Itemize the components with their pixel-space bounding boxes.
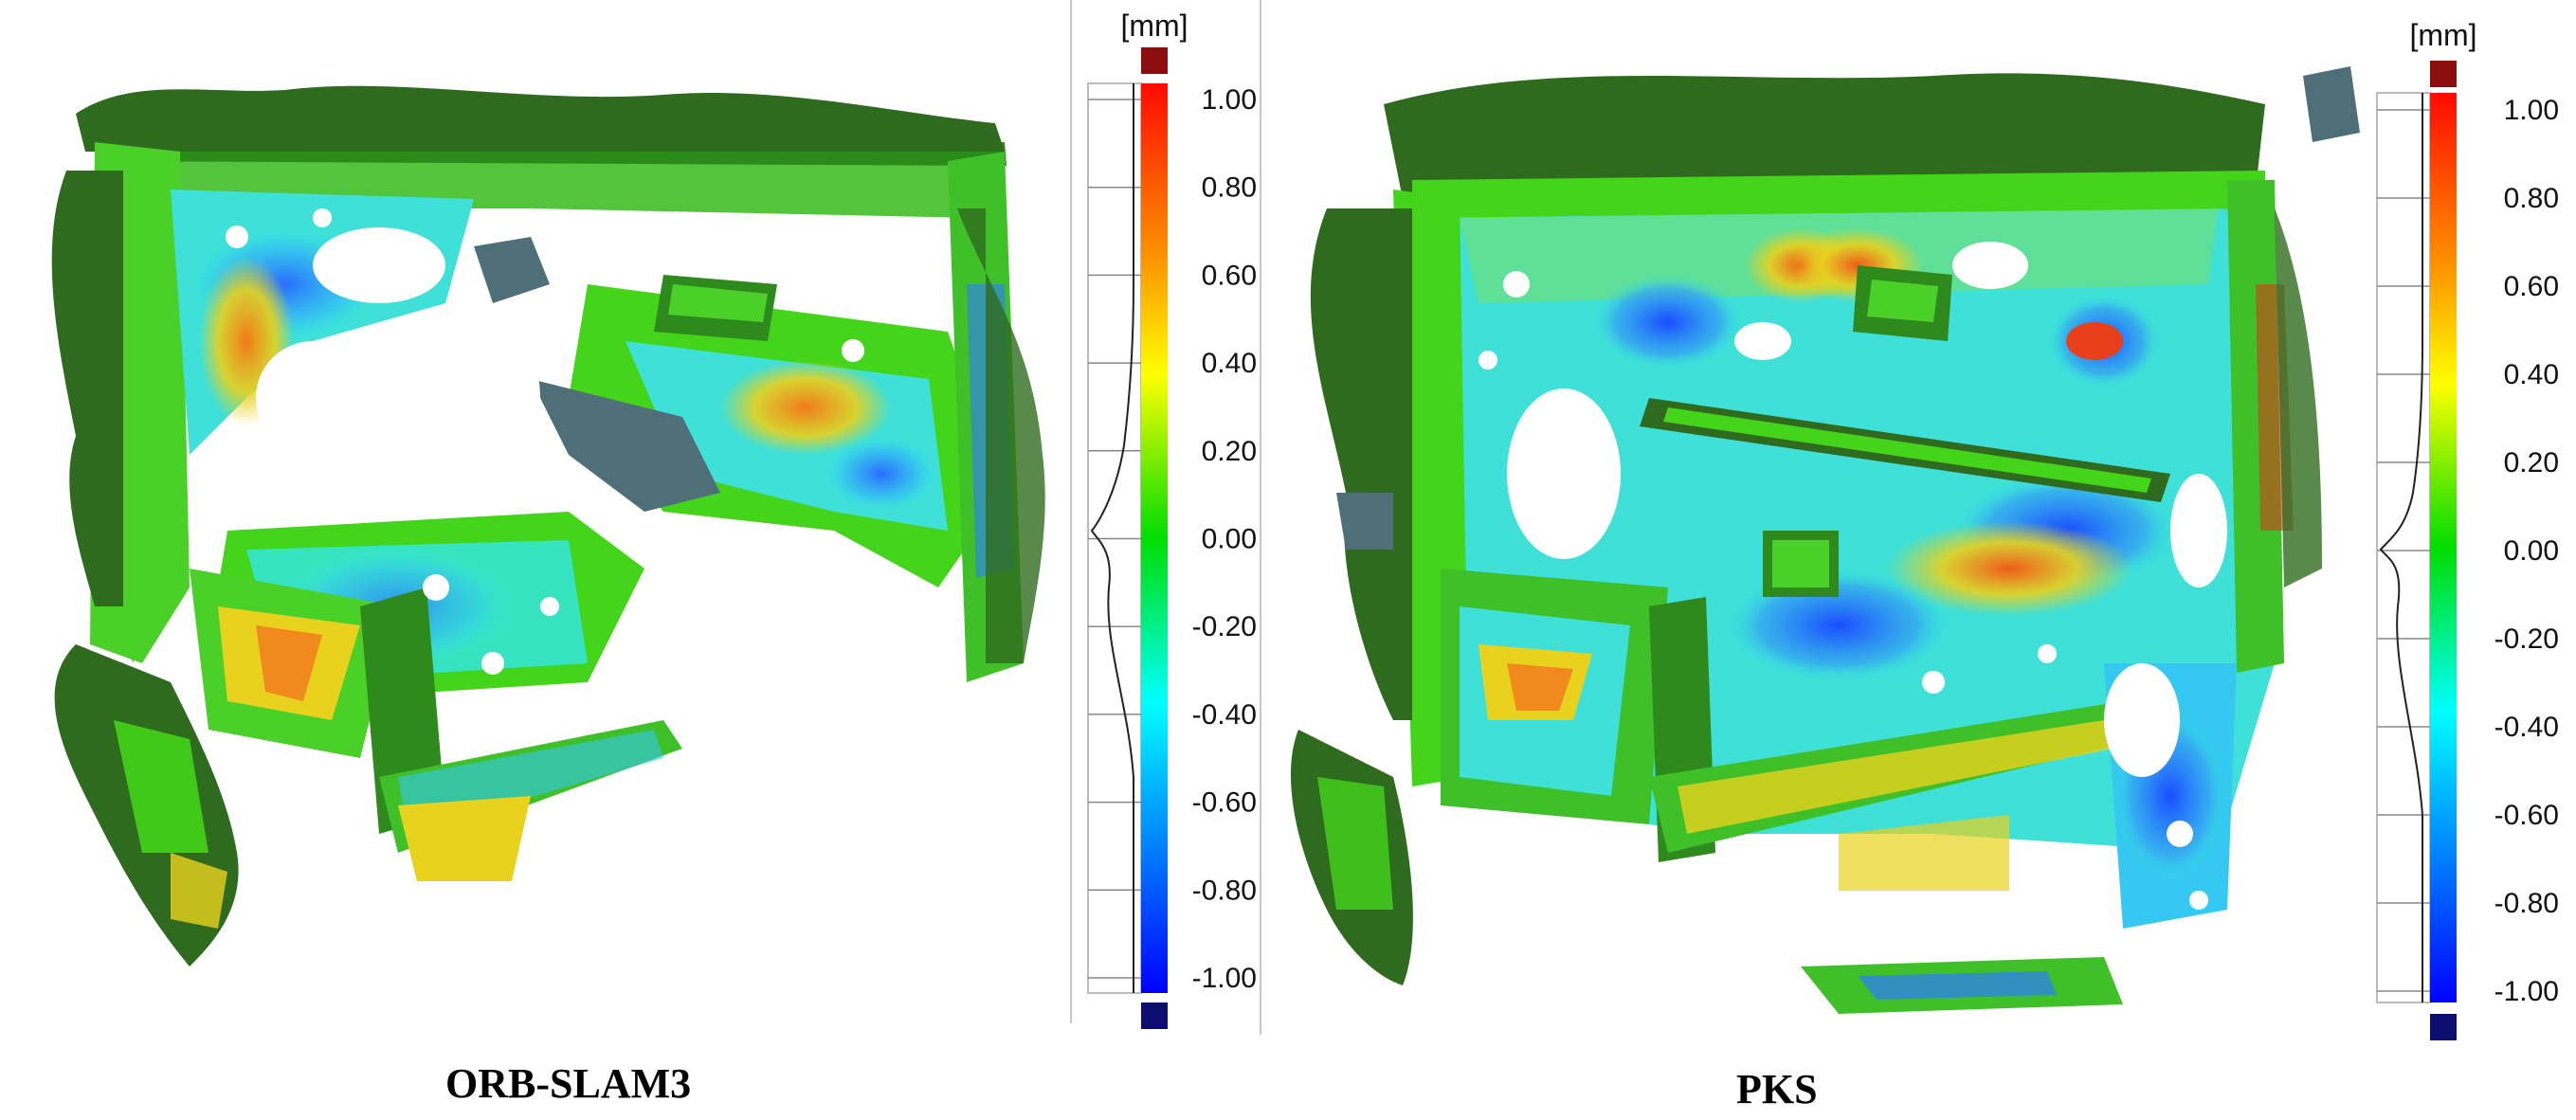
- orb-slam3-tick-label: -0.20: [1192, 611, 1257, 642]
- orb-slam3-tick-label: 0.20: [1202, 436, 1257, 467]
- orb-slam3-colorbar: [mm] 1.00 0.80 0.60 0.40 0.20 0.00 -0.20 -0.40 -…: [1070, 0, 1261, 1035]
- orb-slam3-tick-label: 0.00: [1202, 524, 1257, 555]
- pks-tick-label: 0.00: [2504, 535, 2559, 567]
- orb-slam3-scale-gradient: [1141, 83, 1168, 993]
- orb-slam3-tick-label: 0.60: [1202, 260, 1257, 291]
- pks-colorbar: [mm] 1.00 0.80 0.60 0.40 0.20 0.00 -0.20 -0.40 -…: [2376, 18, 2559, 1040]
- orb-slam3-unit-label: [mm]: [1120, 9, 1188, 43]
- pks-tick-label: -1.00: [2494, 976, 2559, 1007]
- orb-slam3-histogram: [1090, 83, 1134, 993]
- pks-tick-label: 0.60: [2504, 271, 2559, 302]
- pks-histogram: [2379, 93, 2423, 1003]
- pks-scale-gradient: [2430, 93, 2457, 1003]
- pks-heatmap: [mm] 1.00 0.80 0.60 0.40 0.20 0.00 -0.20 -0.40 -…: [1290, 18, 2559, 1040]
- orb-slam3-tick-label: -1.00: [1192, 963, 1257, 994]
- pks-tick-labels: 1.00 0.80 0.60 0.40 0.20 0.00 -0.20 -0.40 -0.60 -…: [2494, 95, 2559, 1007]
- pks-caption: PKS: [1736, 1066, 1818, 1112]
- pks-unit-label: [mm]: [2409, 18, 2476, 52]
- pks-mesh: [1290, 66, 2360, 1014]
- pks-tick-label: 0.80: [2504, 183, 2559, 214]
- pks-tick-label: -0.40: [2494, 712, 2559, 743]
- orb-slam3-tick-label: 0.40: [1202, 348, 1257, 379]
- orb-slam3-mesh: [51, 85, 1045, 966]
- orb-slam3-over-range-swatch: [1141, 47, 1168, 74]
- orb-slam3-panel: [mm] 1.00 0.80 0.60 0.40 0.20 0.00 -0.20 -0.40 -…: [0, 0, 1270, 1120]
- pks-tick-label: 1.00: [2504, 95, 2559, 126]
- orb-slam3-tick-label: 1.00: [1202, 84, 1257, 116]
- orb-slam3-heatmap: [mm] 1.00 0.80 0.60 0.40 0.20 0.00 -0.20 -0.40 -…: [51, 0, 1261, 1035]
- pks-under-range-swatch: [2430, 1014, 2457, 1040]
- pks-tick-lines: [2377, 109, 2430, 992]
- orb-slam3-tick-labels: 1.00 0.80 0.60 0.40 0.20 0.00 -0.20 -0.40 -0.60 -…: [1192, 84, 1257, 994]
- pks-tick-label: 0.40: [2504, 359, 2559, 390]
- orb-slam3-tick-label: -0.60: [1192, 787, 1257, 819]
- pks-tick-label: 0.20: [2504, 447, 2559, 479]
- pks-tick-label: -0.80: [2494, 888, 2559, 919]
- pks-tick-label: -0.60: [2494, 800, 2559, 831]
- pks-tick-label: -0.20: [2494, 623, 2559, 655]
- orb-slam3-tick-label: -0.40: [1192, 699, 1257, 731]
- orb-slam3-caption: ORB-SLAM3: [445, 1060, 692, 1107]
- orb-slam3-tick-lines: [1088, 99, 1141, 979]
- orb-slam3-under-range-swatch: [1141, 1003, 1168, 1029]
- orb-slam3-tick-label: 0.80: [1202, 172, 1257, 204]
- pks-panel: [mm] 1.00 0.80 0.60 0.40 0.20 0.00 -0.20 -0.40 -…: [1270, 0, 2576, 1120]
- pks-over-range-swatch: [2430, 61, 2457, 87]
- orb-slam3-tick-label: -0.80: [1192, 875, 1257, 906]
